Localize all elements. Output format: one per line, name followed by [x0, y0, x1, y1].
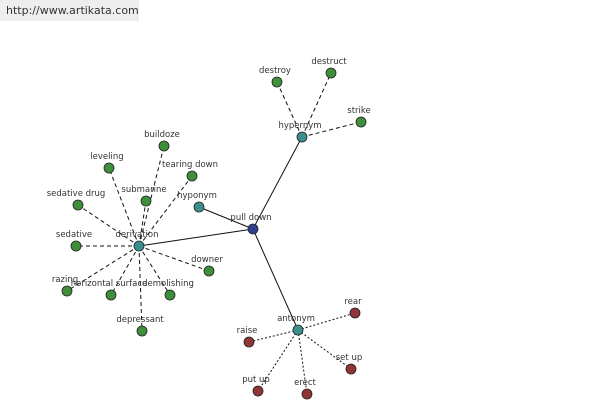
edge [66, 245, 140, 292]
node [61, 285, 73, 297]
node-label: hypernym [278, 121, 321, 131]
edge [138, 245, 143, 332]
node [164, 289, 176, 301]
node-label: derivation [115, 230, 158, 240]
node-label: sedative drug [47, 189, 106, 199]
node-label: buildoze [144, 130, 180, 140]
edge [138, 245, 210, 272]
node-label: hyponym [177, 191, 217, 201]
node [193, 201, 205, 213]
node [349, 307, 361, 319]
node [70, 240, 82, 252]
edge [110, 245, 140, 296]
edge [198, 206, 254, 230]
node [133, 240, 145, 252]
edge [138, 245, 171, 296]
edge [252, 228, 299, 331]
node [158, 140, 170, 152]
node-label: put up [242, 375, 270, 385]
edge [297, 329, 352, 370]
edge [276, 81, 303, 138]
node [136, 325, 148, 337]
node [301, 388, 313, 400]
node-label: leveling [90, 152, 123, 162]
node [103, 162, 115, 174]
edge [77, 204, 140, 247]
node-label: destruct [311, 57, 347, 67]
node [186, 170, 198, 182]
node [140, 195, 152, 207]
node-label: destroy [259, 66, 291, 76]
node [203, 265, 215, 277]
node-label: submarine [121, 185, 166, 195]
edge [138, 175, 193, 247]
node-label: depressant [116, 315, 164, 325]
node-label: razing [52, 275, 78, 285]
node [252, 385, 264, 397]
node [292, 324, 304, 336]
node-label: antonym [277, 314, 315, 324]
node-label: tearing down [162, 160, 218, 170]
edge [138, 145, 165, 247]
edge [257, 329, 299, 392]
edge [301, 121, 362, 138]
node [243, 336, 255, 348]
edge [138, 200, 147, 247]
node [325, 67, 337, 79]
node-label: set up [336, 353, 362, 363]
node [271, 76, 283, 88]
node [345, 363, 357, 375]
node [105, 289, 117, 301]
node [296, 131, 308, 143]
edge [138, 228, 254, 247]
node-label: downer [191, 255, 223, 265]
node-label: sedative [56, 230, 92, 240]
node-label: demolishing [142, 279, 194, 289]
site-url[interactable]: http://www.artikata.com [0, 0, 139, 21]
edge [297, 329, 308, 395]
node [72, 199, 84, 211]
node-label: strike [347, 106, 370, 116]
node-label: horizontal surface [71, 279, 148, 289]
node-label: pull down [230, 213, 271, 223]
edge [297, 312, 356, 331]
node [247, 223, 259, 235]
node [355, 116, 367, 128]
node-label: raise [237, 326, 258, 336]
edge [248, 329, 299, 343]
edge [252, 136, 303, 230]
edge [301, 72, 332, 138]
node-label: rear [344, 297, 362, 307]
node-label: erect [294, 378, 316, 388]
